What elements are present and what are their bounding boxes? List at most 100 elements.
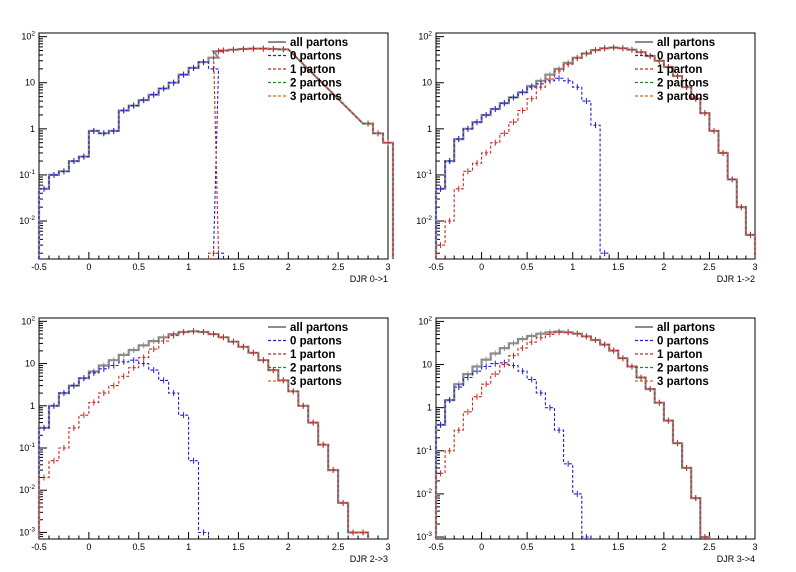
- series-line: [37, 47, 395, 259]
- series-1-parton: [38, 328, 369, 539]
- legend-entry: all partons: [657, 37, 715, 49]
- x-tick-label: 2.5: [332, 262, 345, 272]
- series-0-partons: [38, 357, 210, 539]
- legend-entry: 2 partons: [657, 363, 709, 375]
- x-tick-label: 1: [570, 542, 575, 552]
- legend-entry: 3 partons: [657, 376, 709, 388]
- chart-panel-1: -0.5 0 0.5 1 1.5 2 2.5 3 DJR 0->1 10-2 10-1 1 10 102 a…: [19, 31, 395, 284]
- x-tick-label: 0: [86, 262, 91, 272]
- legend-entry: 3 partons: [290, 376, 342, 388]
- y-tick-label: 10: [422, 360, 432, 370]
- y-tick-label: 10-3: [19, 526, 35, 537]
- x-axis-label: DJR 2->3: [350, 554, 388, 564]
- x-tick-label: 1.5: [232, 262, 245, 272]
- y-axis: 10-2 10-1 1 10 102: [416, 31, 444, 254]
- x-tick-label: 0: [479, 262, 484, 272]
- series-line: [434, 330, 711, 539]
- x-tick-label: 0.5: [132, 542, 145, 552]
- y-tick-label: 10-2: [19, 215, 35, 226]
- x-tick-label: -0.5: [428, 542, 444, 552]
- x-tick-label: -0.5: [428, 262, 444, 272]
- x-tick-label: 0.5: [132, 262, 145, 272]
- series-line: [38, 61, 225, 259]
- x-axis-label: DJR 0->1: [350, 274, 388, 284]
- plot-frame: [435, 317, 756, 540]
- legend-entry: all partons: [290, 322, 348, 334]
- x-tick-label: 2: [661, 262, 666, 272]
- x-tick-label: 2: [286, 542, 291, 552]
- plot-frame: [38, 32, 389, 260]
- series-1-parton: [435, 44, 756, 259]
- x-tick-label: 3: [385, 542, 390, 552]
- x-tick-label: -0.5: [31, 542, 47, 552]
- x-tick-label: 3: [752, 542, 757, 552]
- y-tick-label: 1: [427, 124, 432, 134]
- series-0-partons: [435, 75, 610, 259]
- plot-frame: [435, 32, 756, 260]
- legend-entry: 0 partons: [657, 51, 709, 63]
- x-tick-label: 2: [661, 542, 666, 552]
- y-tick-label: 102: [21, 315, 35, 326]
- legend-entry: 2 partons: [290, 78, 342, 90]
- x-axis-label: DJR 1->2: [717, 274, 755, 284]
- y-tick-label: 102: [418, 31, 432, 42]
- legend-entry: 2 partons: [657, 78, 709, 90]
- x-tick-label: 1: [186, 542, 191, 552]
- x-tick-label: 0.5: [521, 262, 534, 272]
- legend-entry: all partons: [657, 322, 715, 334]
- y-tick-label: 10-2: [19, 484, 35, 495]
- y-tick-label: 1: [30, 401, 35, 411]
- x-tick-label: -0.5: [31, 262, 47, 272]
- x-tick-label: 3: [385, 262, 390, 272]
- series-1-parton: [207, 45, 394, 259]
- y-tick-label: 1: [30, 124, 35, 134]
- legend-entry: 1 parton: [290, 349, 335, 361]
- x-tick-label: 2.5: [703, 262, 716, 272]
- y-tick-label: 10: [25, 78, 35, 88]
- y-tick-label: 102: [21, 31, 35, 42]
- y-tick-label: 10-3: [416, 531, 432, 542]
- legend-entry: 3 partons: [657, 91, 709, 103]
- x-tick-label: 2.5: [332, 542, 345, 552]
- x-tick-label: 0: [86, 542, 91, 552]
- series-line: [435, 331, 710, 539]
- series-0-partons: [435, 359, 592, 541]
- legend-entry: 1 parton: [657, 64, 702, 76]
- y-axis: 10-2 10-1 1 10 102: [19, 31, 47, 254]
- x-tick-label: 3: [752, 262, 757, 272]
- x-axis-label: DJR 3->4: [717, 554, 755, 564]
- y-tick-label: 10: [422, 78, 432, 88]
- y-tick-label: 102: [418, 315, 432, 326]
- y-tick-label: 10: [25, 359, 35, 369]
- series-line: [435, 77, 610, 259]
- x-tick-label: 1: [186, 262, 191, 272]
- y-tick-label: 10-1: [19, 442, 35, 453]
- x-tick-label: 1: [570, 262, 575, 272]
- y-tick-label: 10-1: [416, 169, 432, 180]
- legend-entry: 0 partons: [290, 336, 342, 348]
- x-axis: -0.5 0 0.5 1 1.5 2 2.5 3 DJR 0->1: [31, 252, 391, 284]
- x-axis: -0.5 0 0.5 1 1.5 2 2.5 3 DJR 3->4: [428, 532, 758, 564]
- y-tick-label: 10-2: [416, 215, 432, 226]
- y-axis: 10-3 10-2 10-1 1 10 102: [416, 315, 444, 542]
- x-tick-label: 1.5: [232, 542, 245, 552]
- y-tick-label: 1: [427, 403, 432, 413]
- legend-entry: 3 partons: [290, 91, 342, 103]
- chart-panel-3: -0.5 0 0.5 1 1.5 2 2.5 3 DJR 2->3 10-3 10-2 10-1 1 10…: [19, 315, 390, 564]
- series-0-partons: [38, 59, 225, 259]
- y-tick-label: 10-1: [19, 169, 35, 180]
- chart-panel-2: -0.5 0 0.5 1 1.5 2 2.5 3 DJR 1->2 10-2 10-1 1 10 102 a…: [416, 31, 757, 284]
- legend-entry: 0 partons: [290, 51, 342, 63]
- series-line: [435, 47, 756, 259]
- x-tick-label: 0: [479, 542, 484, 552]
- legend-entry: all partons: [290, 37, 348, 49]
- series-line: [38, 330, 369, 539]
- x-tick-label: 2.5: [703, 542, 716, 552]
- y-tick-label: 10-1: [416, 445, 432, 456]
- x-tick-label: 0.5: [521, 542, 534, 552]
